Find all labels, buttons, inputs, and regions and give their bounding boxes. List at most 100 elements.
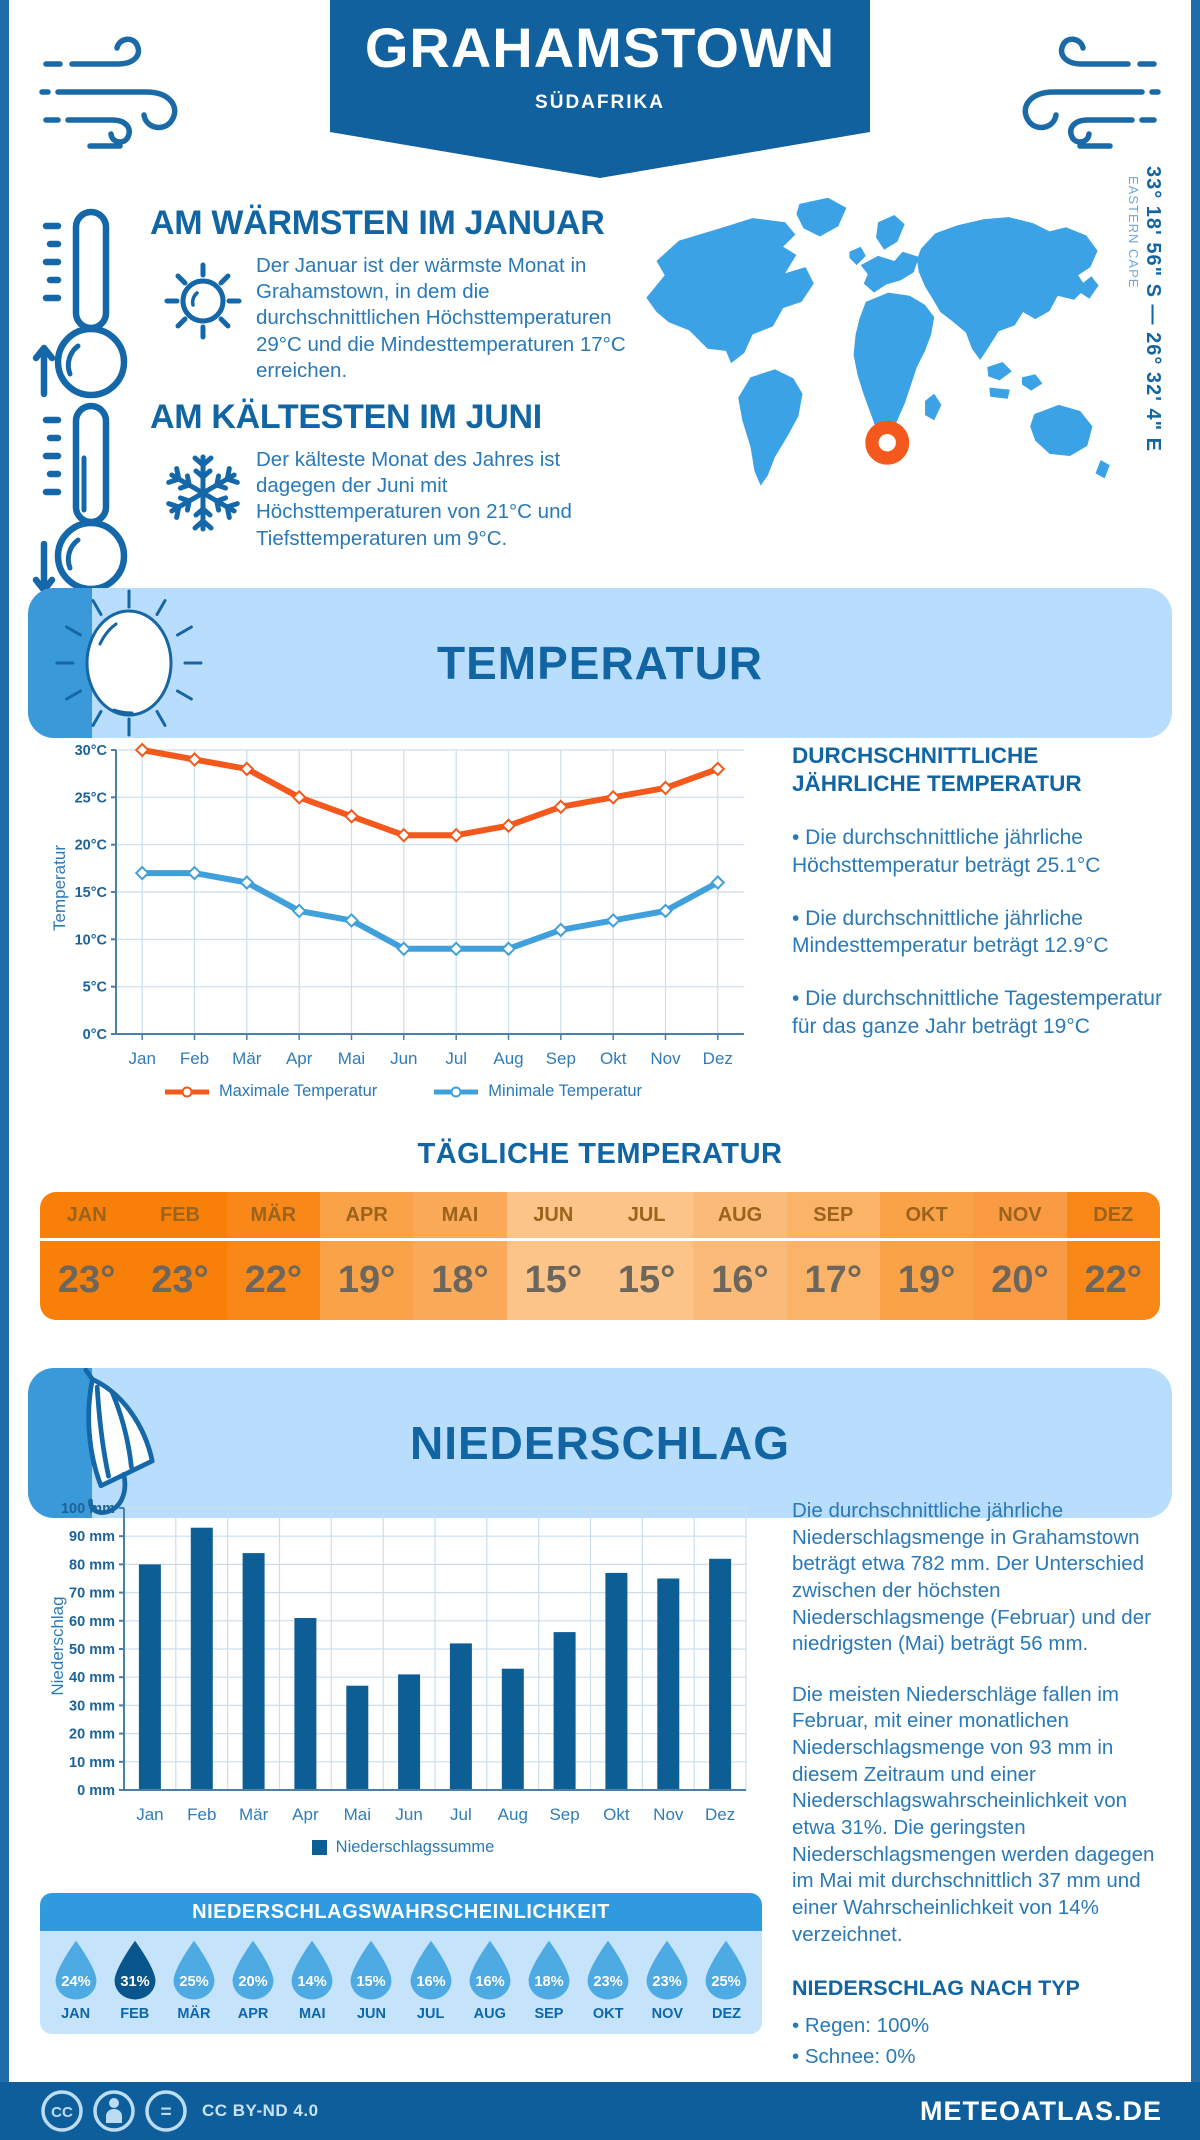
banner-chevron [330, 132, 870, 178]
footer: CC = CC BY-ND 4.0 METEOATLAS.DE [0, 2082, 1200, 2140]
svg-text:Feb: Feb [187, 1805, 216, 1824]
wind-icon [1022, 36, 1161, 149]
svg-text:Mai: Mai [344, 1805, 371, 1824]
svg-text:24%: 24% [61, 1974, 90, 1990]
svg-text:=: = [160, 2102, 171, 2123]
warmest-month-block: AM WÄRMSTEN IM JANUAR Der Januar ist der… [32, 204, 657, 409]
precipitation-bar-chart: 0 mm 10 mm 20 mm 30 mm 40 mm 50 mm 60 mm 70 mm 8… [46, 1496, 760, 1853]
droplet-icon: 15% [350, 1940, 392, 2000]
sun-icon [164, 262, 242, 340]
svg-text:40 mm: 40 mm [69, 1670, 115, 1686]
svg-text:14%: 14% [298, 1974, 327, 1990]
daily-temp-column: AUG 16° [693, 1192, 787, 1320]
probability-title: NIEDERSCHLAGSWAHRSCHEINLICHKEIT [40, 1893, 762, 1931]
daily-temp-value: 17° [804, 1259, 863, 1301]
probability-drop: 18% SEP [519, 1939, 578, 2022]
svg-text:16%: 16% [416, 1974, 445, 1990]
svg-text:15%: 15% [357, 1974, 386, 1990]
probability-drop: 15% JUN [342, 1939, 401, 2022]
wind-icon [39, 36, 178, 149]
precipitation-section-title: NIEDERSCHLAG [409, 1417, 791, 1469]
page-subtitle: SÜDAFRIKA [535, 92, 665, 113]
page-title: GRAHAMSTOWN [364, 16, 836, 79]
svg-text:30 mm: 30 mm [69, 1698, 115, 1714]
daily-temp-column: OKT 19° [879, 1192, 974, 1320]
umbrella-icon [83, 1368, 155, 1515]
daily-temp-column: SEP 17° [786, 1192, 880, 1320]
svg-text:Jul: Jul [450, 1805, 472, 1824]
droplet-icon: 16% [469, 1940, 511, 2000]
svg-text:Jun: Jun [390, 1049, 417, 1068]
daily-month-label: AUG [693, 1192, 787, 1241]
precipitation-type-heading: NIEDERSCHLAG NACH TYP [792, 1976, 1080, 2001]
svg-text:25%: 25% [712, 1974, 741, 1990]
precipitation-chart-legend: Niederschlagssumme [46, 1838, 760, 1857]
droplet-icon: 23% [646, 1940, 688, 2000]
probability-drop: 23% OKT [579, 1939, 638, 2022]
droplet-icon: 14% [291, 1940, 333, 2000]
svg-text:Mär: Mär [232, 1049, 262, 1068]
coldest-month-block: AM KÄLTESTEN IM JUNI [32, 398, 657, 603]
probability-month-label: JUN [356, 2006, 386, 2022]
precipitation-text: Die durchschnittliche jährliche Niedersc… [792, 1498, 1172, 2073]
daily-month-label: MAI [413, 1192, 507, 1241]
temperature-stats: DURCHSCHNITTLICHE JÄHRLICHE TEMPERATUR •… [792, 742, 1172, 1040]
svg-text:Sep: Sep [549, 1805, 579, 1824]
svg-text:25%: 25% [179, 1974, 208, 1990]
legend-item-max: Maximale Temperatur [164, 1082, 377, 1101]
svg-text:0 mm: 0 mm [77, 1783, 115, 1799]
daily-temp-column: NOV 20° [973, 1192, 1067, 1320]
precipitation-probability-panel: NIEDERSCHLAGSWAHRSCHEINLICHKEIT 24% JAN 31… [40, 1893, 762, 2034]
probability-month-label: DEZ [711, 2006, 741, 2022]
daily-temp-value: 22° [244, 1259, 303, 1301]
daily-temp-column: MAI 18° [413, 1192, 507, 1320]
daily-temp-value: 18° [431, 1259, 489, 1301]
daily-temp-value: 19° [337, 1259, 396, 1301]
probability-month-label: JAN [61, 2006, 91, 2022]
daily-temp-value: 15° [617, 1259, 676, 1301]
temperature-y-axis-label: Temperatur [50, 845, 69, 931]
daily-month-label: JAN [40, 1192, 134, 1241]
droplet-icon: 18% [528, 1940, 570, 2000]
droplet-icon: 16% [410, 1940, 452, 2000]
coldest-text: Der kälteste Monat des Jahres ist dagege… [256, 448, 572, 550]
temperature-stat-bullet: • Die durchschnittliche jährliche Höchst… [792, 826, 1101, 877]
svg-text:Dez: Dez [703, 1049, 733, 1068]
probability-month-label: APR [237, 2006, 269, 2022]
bar-swatch [311, 1840, 327, 1855]
svg-text:Sep: Sep [546, 1049, 576, 1068]
daily-temp-value: 19° [897, 1259, 956, 1301]
probability-drop: 31% FEB [105, 1939, 164, 2022]
header-banner: GRAHAMSTOWN SÜDAFRIKA [330, 0, 870, 178]
daily-month-label: FEB [133, 1192, 227, 1241]
precipitation-type-bullet: • Schnee: 0% [792, 2045, 916, 2068]
region-label: EASTERN CAPE [1126, 176, 1141, 289]
daily-temp-value: 15° [524, 1259, 583, 1301]
svg-text:50 mm: 50 mm [69, 1642, 115, 1658]
droplet-icon: 23% [587, 1940, 629, 2000]
daily-temp-column: JUN 15° [506, 1192, 600, 1320]
probability-drop: 25% DEZ [697, 1939, 756, 2022]
license-label: CC BY-ND 4.0 [202, 2101, 319, 2120]
daily-month-label: NOV [973, 1192, 1067, 1241]
svg-text:23%: 23% [593, 1974, 622, 1990]
daily-temp-value: 23° [57, 1259, 116, 1301]
svg-text:Okt: Okt [603, 1805, 630, 1824]
svg-text:25°C: 25°C [75, 790, 108, 806]
svg-text:CC: CC [51, 2104, 73, 2121]
legend-label-min: Minimale Temperatur [488, 1082, 643, 1100]
svg-text:20 mm: 20 mm [69, 1727, 115, 1743]
svg-text:Jun: Jun [395, 1805, 422, 1824]
droplet-icon: 31% [114, 1940, 156, 2000]
min-line-swatch [433, 1085, 479, 1099]
svg-text:23%: 23% [653, 1974, 682, 1990]
svg-text:20%: 20% [238, 1974, 267, 1990]
svg-text:Apr: Apr [292, 1805, 319, 1824]
temperature-stat-bullet: • Die durchschnittliche Tagestemperatur … [792, 987, 1162, 1038]
legend-label-max: Maximale Temperatur [218, 1082, 378, 1100]
svg-text:Jul: Jul [445, 1049, 467, 1068]
probability-drops-row: 24% JAN 31% FEB 25% MÄR 20% APR 14% MAI 15% JUN 16% J… [40, 1931, 762, 2034]
daily-temp-column: APR 19° [319, 1192, 414, 1320]
svg-text:Jan: Jan [128, 1049, 155, 1068]
